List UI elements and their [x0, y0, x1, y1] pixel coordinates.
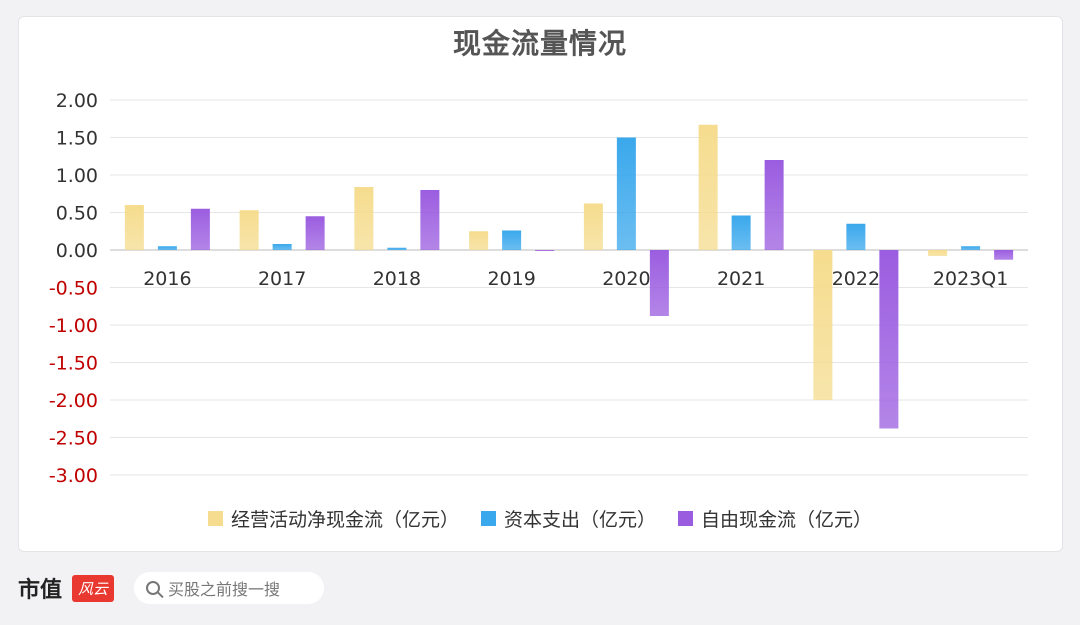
x-tick-label: 2023Q1 — [933, 268, 1008, 290]
y-tick-label: -1.50 — [49, 353, 98, 375]
bar-0-2023Q1 — [928, 250, 948, 256]
x-tick-label: 2022 — [832, 268, 880, 290]
y-tick-label: -0.50 — [49, 278, 98, 300]
bar-1-2021 — [731, 215, 751, 250]
search-placeholder: 买股之前搜一搜 — [168, 580, 281, 599]
bar-2-2016 — [190, 208, 210, 250]
bar-2-2018 — [420, 190, 440, 250]
footer: 市值 风云 买股之前搜一搜 — [18, 570, 325, 606]
bar-1-2022 — [846, 223, 866, 250]
y-tick-label: 1.00 — [56, 165, 98, 187]
y-tick-label: 1.50 — [56, 128, 98, 150]
bar-0-2017 — [239, 210, 259, 250]
y-tick-label: 0.00 — [56, 240, 98, 262]
x-tick-label: 2016 — [143, 268, 191, 290]
bar-1-2020 — [616, 137, 636, 250]
legend-label-capex: 资本支出（亿元） — [503, 509, 656, 531]
legend-swatch-fcf — [678, 511, 693, 526]
bar-2-2023Q1 — [994, 250, 1014, 260]
y-tick-label: -2.50 — [49, 428, 98, 450]
bar-2-2017 — [305, 216, 325, 250]
brand-logo-text: 市值 — [18, 578, 63, 603]
search-box[interactable]: 买股之前搜一搜 — [134, 572, 325, 604]
legend-item-capex[interactable]: 资本支出（亿元） — [480, 505, 656, 532]
x-tick-label: 2020 — [602, 268, 650, 290]
search-icon — [146, 581, 161, 595]
legend-swatch-capex — [480, 511, 496, 526]
y-tick-label: -1.00 — [49, 315, 98, 337]
x-tick-label: 2019 — [487, 268, 535, 290]
legend-swatch-operating — [207, 511, 223, 526]
chart-legend: 经营活动净现金流（亿元） 资本支出（亿元） 自由现金流（亿元） — [0, 505, 1080, 532]
x-tick-label: 2017 — [258, 268, 306, 290]
bar-0-2020 — [583, 203, 603, 250]
bar-2-2021 — [764, 160, 784, 250]
y-tick-label: -3.00 — [49, 465, 98, 487]
bar-1-2017 — [272, 244, 292, 250]
bar-0-2019 — [469, 231, 489, 250]
bar-1-2016 — [157, 246, 177, 250]
bar-2-2020 — [649, 250, 669, 316]
legend-label-fcf: 自由现金流（亿元） — [701, 509, 873, 531]
bar-0-2018 — [354, 187, 374, 250]
bar-0-2021 — [698, 124, 718, 250]
chart-title: 现金流量情况 — [452, 27, 627, 60]
bar-2-2019 — [535, 250, 555, 251]
y-tick-label: -2.00 — [49, 390, 98, 412]
bar-1-2019 — [502, 230, 522, 250]
bar-1-2018 — [387, 247, 407, 250]
bar-2-2022 — [879, 250, 899, 429]
bar-1-2023Q1 — [961, 246, 981, 250]
legend-item-fcf[interactable]: 自由现金流（亿元） — [678, 505, 872, 532]
bar-0-2022 — [813, 250, 833, 400]
x-tick-label: 2021 — [717, 268, 765, 290]
y-tick-label: 2.00 — [56, 90, 98, 112]
x-tick-label: 2018 — [373, 268, 421, 290]
legend-label-operating: 经营活动净现金流（亿元） — [230, 509, 459, 531]
y-tick-label: 0.50 — [56, 203, 98, 225]
brand-logo-mark: 风云 — [72, 574, 115, 602]
legend-item-operating[interactable]: 经营活动净现金流（亿元） — [207, 505, 459, 532]
bar-0-2016 — [124, 205, 144, 250]
